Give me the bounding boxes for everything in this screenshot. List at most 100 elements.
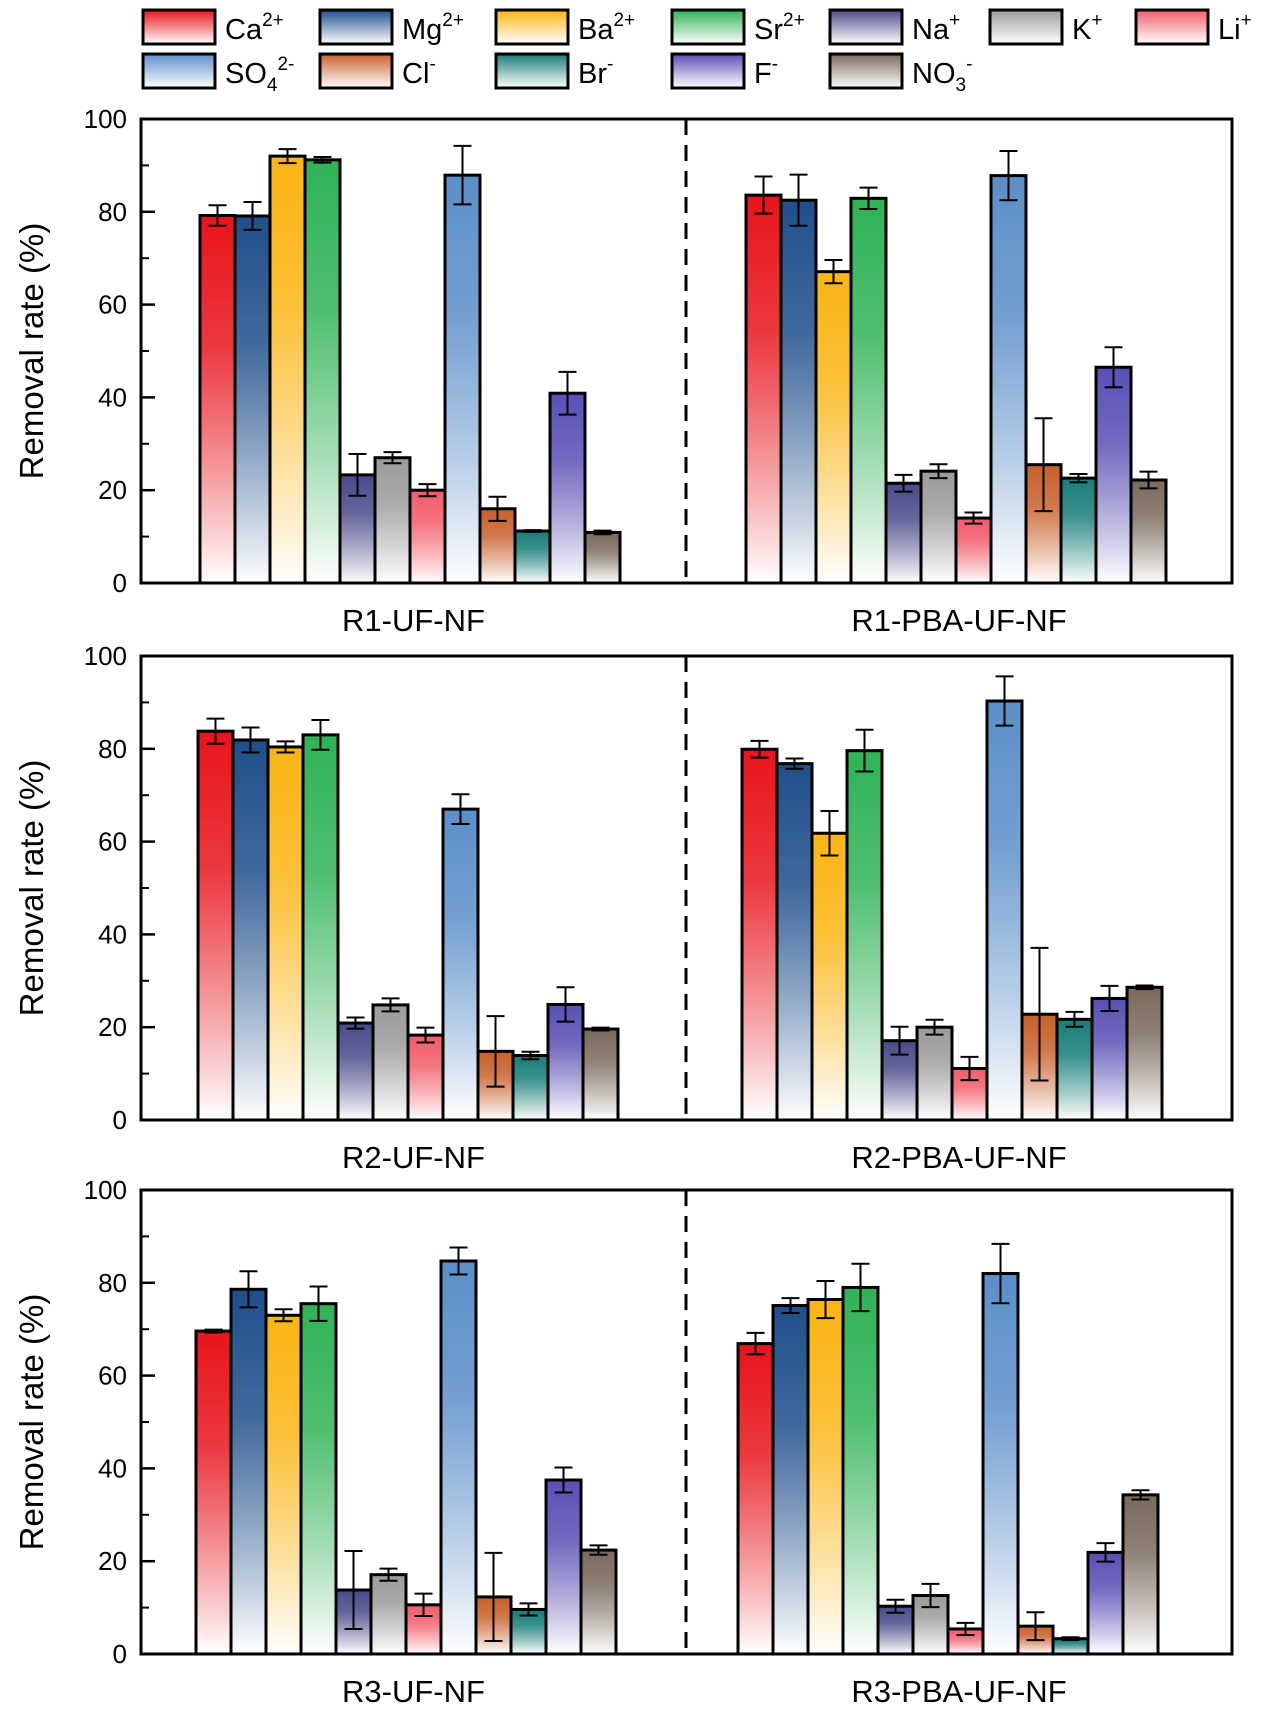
error-bar-na: [894, 473, 913, 493]
error-bar-ca: [208, 204, 227, 227]
error-bar-ba: [824, 259, 843, 285]
error-bar-cl: [488, 495, 507, 522]
plot-frame: [139, 654, 1234, 1122]
y-tick-label: 100: [84, 104, 127, 134]
error-bar-br: [1069, 472, 1088, 484]
error-bar-k: [929, 463, 948, 480]
legend-swatch: [141, 52, 217, 90]
error-bar-k: [921, 1582, 940, 1609]
error-bar-f: [554, 1466, 573, 1494]
bar-ca: [194, 1329, 233, 1656]
legend-swatch: [494, 8, 570, 46]
legend-label: Na+: [912, 10, 960, 46]
bar-f: [1086, 1550, 1125, 1656]
legend-swatch: [828, 8, 904, 46]
bar-k: [369, 1573, 408, 1656]
y-tick-label: 60: [98, 1361, 127, 1391]
bar-mg: [775, 762, 814, 1122]
bar-ca: [196, 729, 235, 1122]
bar-no3: [581, 1027, 620, 1122]
bar-k: [371, 1003, 410, 1122]
panel-2: 0 20 40 60 80 100 Removal rate (%) R2-UF-NF R2-P…: [13, 641, 1234, 1175]
error-bar-so4: [991, 1242, 1010, 1305]
legend-swatch: [494, 52, 570, 90]
bar-so4: [443, 173, 482, 585]
error-bar-no3: [1139, 470, 1158, 490]
error-bar-mg: [781, 1297, 800, 1314]
bar-ba: [266, 745, 305, 1122]
error-bar-br: [521, 1050, 540, 1061]
bar-na: [884, 481, 923, 585]
y-tick-label: 0: [113, 1639, 127, 1669]
plot-frame: [139, 1188, 1234, 1656]
y-axis-label: Removal rate (%): [13, 223, 50, 480]
plot-frame: [139, 117, 1234, 585]
bar-ca: [744, 193, 783, 585]
bar-mg: [771, 1304, 810, 1656]
error-bar-na: [344, 1549, 363, 1630]
y-tick-label: 40: [98, 1453, 127, 1483]
bar-sr: [841, 1285, 880, 1656]
bar-k: [373, 456, 412, 585]
error-bar-br: [1065, 1010, 1084, 1028]
legend-label: Ca2+: [225, 10, 284, 46]
error-bar-k: [379, 1567, 398, 1582]
error-bar-ca: [750, 739, 769, 759]
bar-br: [1059, 476, 1098, 585]
bar-li: [954, 516, 993, 585]
error-bar-ba: [276, 740, 295, 754]
legend: Ca2+ Mg2+ Ba2+ Sr2+ Na+ K+ Li+ SO42- Cl- Br- F- NO3…: [141, 8, 1252, 96]
error-bar-sr: [851, 1262, 870, 1313]
legend-item-li: Li+: [1134, 8, 1252, 46]
error-bar-cl: [484, 1551, 503, 1643]
error-bar-f: [1104, 346, 1123, 389]
error-bar-so4: [995, 675, 1014, 727]
bar-k: [919, 469, 958, 585]
error-bar-no3: [593, 529, 612, 536]
bar-li: [408, 488, 447, 585]
error-bar-ba: [274, 1308, 293, 1323]
panels: 0 20 40 60 80 100 Removal rate (%) R1-UF-NF R1-P…: [13, 104, 1234, 1709]
y-tick-label: 60: [98, 827, 127, 857]
group-label: R1-PBA-UF-NF: [851, 603, 1066, 638]
error-bar-ca: [206, 717, 225, 745]
error-bar-br: [519, 1602, 538, 1617]
bar-so4: [981, 1272, 1020, 1656]
bar-so4: [985, 699, 1024, 1122]
error-bar-f: [1096, 1542, 1115, 1563]
error-bar-mg: [239, 1270, 258, 1309]
error-bar-k: [381, 997, 400, 1013]
y-tick-label: 80: [98, 734, 127, 764]
bar-sr: [845, 749, 884, 1122]
error-bar-li: [414, 1592, 433, 1617]
bar-sr: [299, 1302, 338, 1656]
legend-label: K+: [1072, 10, 1102, 46]
bar-ba: [264, 1313, 303, 1656]
bar-mg: [229, 1287, 268, 1656]
error-bar-cl: [1034, 417, 1053, 513]
error-bar-na: [886, 1598, 905, 1614]
error-bar-br: [523, 529, 542, 533]
error-bar-k: [383, 451, 402, 465]
y-tick-label: 80: [98, 197, 127, 227]
bar-f: [1094, 365, 1133, 585]
error-bar-f: [1100, 984, 1119, 1012]
y-axis-label: Removal rate (%): [13, 1294, 50, 1551]
legend-item-na: Na+: [828, 8, 960, 46]
error-bar-sr: [859, 186, 878, 211]
bar-li: [406, 1033, 445, 1122]
legend-swatch: [141, 8, 217, 46]
bar-ca: [198, 214, 237, 585]
bar-na: [336, 1021, 375, 1122]
error-bar-f: [558, 370, 577, 416]
legend-swatch: [318, 52, 394, 90]
y-tick-label: 40: [98, 382, 127, 412]
error-bar-na: [890, 1025, 909, 1056]
legend-label: F-: [754, 54, 778, 90]
legend-item-br: Br-: [494, 52, 613, 90]
legend-item-mg: Mg2+: [318, 8, 464, 46]
legend-item-cl: Cl-: [318, 52, 436, 90]
legend-swatch: [988, 8, 1064, 46]
error-bar-ba: [816, 1279, 835, 1320]
